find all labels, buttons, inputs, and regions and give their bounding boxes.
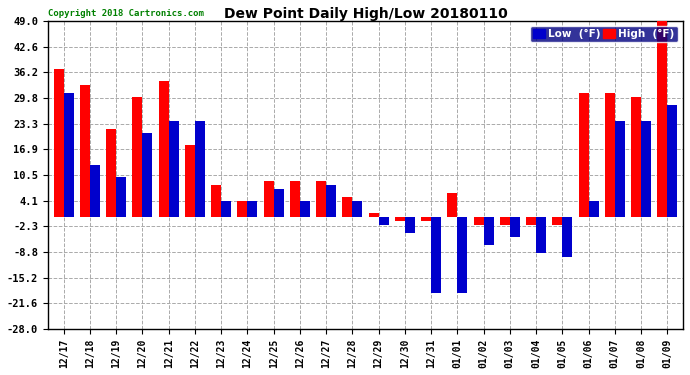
Bar xyxy=(90,165,100,217)
Bar xyxy=(132,97,142,217)
Bar xyxy=(605,93,615,217)
Bar xyxy=(379,217,388,225)
Bar xyxy=(342,197,353,217)
Text: Copyright 2018 Cartronics.com: Copyright 2018 Cartronics.com xyxy=(48,9,204,18)
Bar xyxy=(353,201,362,217)
Bar xyxy=(237,201,248,217)
Bar xyxy=(316,181,326,217)
Bar xyxy=(54,69,63,217)
Title: Dew Point Daily High/Low 20180110: Dew Point Daily High/Low 20180110 xyxy=(224,7,507,21)
Bar xyxy=(457,217,467,293)
Bar xyxy=(500,217,510,225)
Bar xyxy=(447,193,457,217)
Bar xyxy=(195,121,205,217)
Bar xyxy=(142,133,152,217)
Bar xyxy=(211,185,221,217)
Legend: Low  (°F), High  (°F): Low (°F), High (°F) xyxy=(529,26,678,42)
Bar xyxy=(589,201,598,217)
Bar xyxy=(510,217,520,237)
Bar xyxy=(667,105,678,217)
Bar xyxy=(484,217,493,245)
Bar xyxy=(326,185,336,217)
Bar xyxy=(159,81,168,217)
Bar xyxy=(553,217,562,225)
Bar xyxy=(615,121,624,217)
Bar xyxy=(290,181,300,217)
Bar xyxy=(641,121,651,217)
Bar xyxy=(405,217,415,233)
Bar xyxy=(221,201,231,217)
Bar xyxy=(368,213,379,217)
Bar xyxy=(300,201,310,217)
Bar xyxy=(526,217,536,225)
Bar xyxy=(631,97,641,217)
Bar xyxy=(248,201,257,217)
Bar xyxy=(106,129,116,217)
Bar xyxy=(116,177,126,217)
Bar xyxy=(395,217,405,221)
Bar xyxy=(185,145,195,217)
Bar xyxy=(536,217,546,253)
Bar xyxy=(264,181,274,217)
Bar xyxy=(421,217,431,221)
Bar xyxy=(658,21,667,217)
Bar xyxy=(562,217,572,257)
Bar xyxy=(168,121,179,217)
Bar xyxy=(63,93,74,217)
Bar xyxy=(473,217,484,225)
Bar xyxy=(579,93,589,217)
Bar xyxy=(431,217,441,293)
Bar xyxy=(80,85,90,217)
Bar xyxy=(274,189,284,217)
